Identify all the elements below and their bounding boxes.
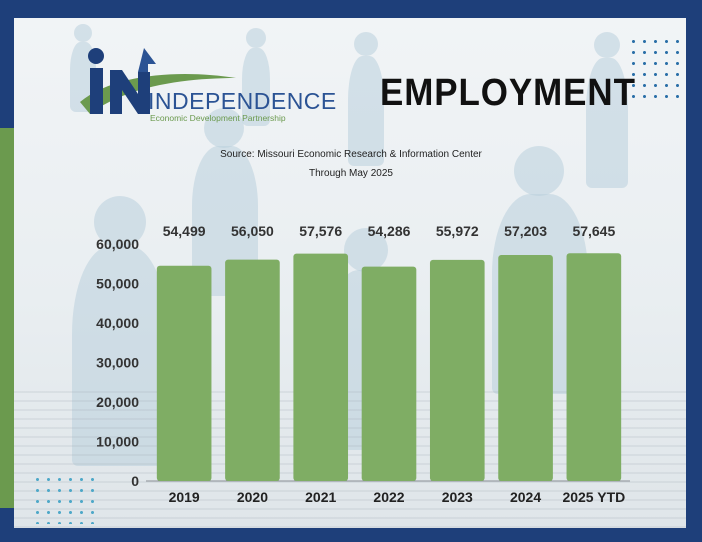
logo-n-shape — [110, 70, 150, 114]
data-label: 56,050 — [231, 223, 274, 239]
logo-tagline: Economic Development Partnership — [150, 113, 286, 123]
y-tick-label: 30,000 — [96, 355, 139, 371]
bar — [156, 265, 212, 481]
data-label: 54,499 — [163, 223, 206, 239]
x-tick-label: 2025 YTD — [562, 489, 625, 505]
bar — [429, 259, 485, 481]
logo-i-stem — [90, 68, 103, 114]
bar — [293, 253, 349, 481]
bar — [361, 266, 417, 481]
dot-pattern-bottom-left — [32, 474, 96, 524]
x-tick-label: 2023 — [442, 489, 473, 505]
data-label: 57,645 — [572, 223, 615, 239]
data-label: 57,203 — [504, 223, 547, 239]
period-note: Through May 2025 — [309, 168, 393, 179]
x-tick-label: 2020 — [237, 489, 268, 505]
bar — [225, 259, 280, 481]
y-tick-label: 0 — [131, 473, 139, 489]
x-tick-label: 2022 — [373, 489, 404, 505]
data-label: 55,972 — [436, 223, 479, 239]
y-tick-label: 40,000 — [96, 315, 139, 331]
y-tick-label: 10,000 — [96, 434, 139, 450]
logo-arrow-up-icon — [138, 48, 156, 72]
logo-wordmark: INDEPENDENCE — [148, 88, 337, 114]
bar — [498, 255, 553, 481]
y-tick-label: 50,000 — [96, 276, 139, 292]
data-label: 54,286 — [368, 223, 411, 239]
data-label: 57,576 — [299, 223, 342, 239]
y-tick-label: 20,000 — [96, 394, 139, 410]
independence-logo — [80, 48, 236, 114]
dot-pattern-top-right — [628, 36, 686, 106]
source-note: Source: Missouri Economic Research & Inf… — [220, 149, 482, 160]
logo-i-dot — [88, 48, 104, 64]
green-accent-strip — [0, 128, 14, 508]
x-tick-label: 2021 — [305, 489, 336, 505]
page-title: EMPLOYMENT — [380, 72, 636, 114]
bar — [566, 253, 622, 481]
x-tick-label: 2024 — [510, 489, 541, 505]
y-tick-label: 60,000 — [96, 236, 139, 252]
x-tick-label: 2019 — [169, 489, 200, 505]
